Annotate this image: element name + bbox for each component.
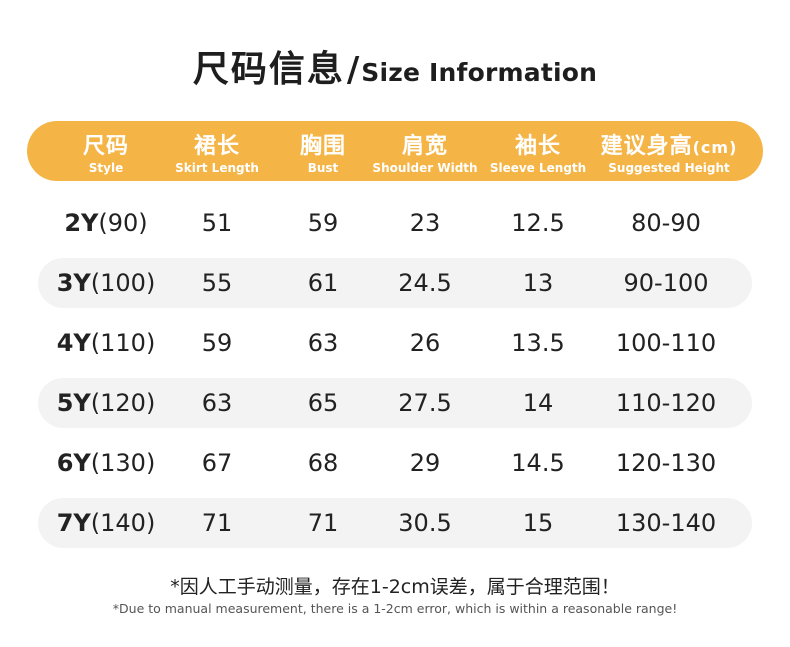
header-suggested-height-label: 建议身高 — [600, 134, 693, 159]
cell-size: 4Y(110) — [57, 318, 156, 368]
cell-skirt-length: 71 — [201, 509, 233, 537]
cell-sleeve-length: 13 — [522, 269, 554, 297]
size-label: 3Y — [56, 269, 91, 297]
header-style-zh: 尺码 — [82, 134, 130, 159]
cell-shoulder-width: 26 — [409, 329, 441, 357]
cell-skirt-length: 63 — [201, 389, 233, 417]
size-cm: (140) — [90, 509, 156, 537]
header-bust: 胸围 Bust — [300, 121, 346, 181]
title-chinese: 尺码信息 — [192, 49, 345, 90]
cell-suggested-height: 80-90 — [631, 209, 701, 237]
header-suggested-height: 建议身高(cm) Suggested Height — [601, 121, 738, 181]
table-header: 尺码 Style 裙长 Skirt Length 胸围 Bust 肩宽 Shou… — [27, 121, 763, 181]
cell-sleeve-length: 14.5 — [511, 449, 565, 477]
table-row: 4Y(110) 59 63 26 13.5 100-110 — [38, 318, 752, 368]
size-cm: (100) — [90, 269, 156, 297]
cell-bust: 65 — [307, 389, 339, 417]
cell-sleeve-length: 12.5 — [511, 209, 565, 237]
table-row: 5Y(120) 63 65 27.5 14 110-120 — [38, 378, 752, 428]
title-english: Size Information — [361, 58, 598, 87]
header-sleeve-length-zh: 袖长 — [514, 134, 561, 159]
table-row: 6Y(130) 67 68 29 14.5 120-130 — [38, 438, 752, 488]
cell-sleeve-length: 14 — [522, 389, 554, 417]
page-title: 尺码信息/Size Information — [0, 40, 790, 92]
cell-size: 2Y(90) — [64, 198, 147, 248]
size-label: 7Y — [56, 509, 91, 537]
size-cm: (90) — [98, 209, 148, 237]
header-suggested-height-zh: 建议身高(cm) — [601, 128, 738, 160]
cell-shoulder-width: 23 — [409, 209, 441, 237]
cell-skirt-length: 67 — [201, 449, 233, 477]
header-skirt-length: 裙长 Skirt Length — [175, 121, 259, 181]
table-row: 3Y(100) 55 61 24.5 13 90-100 — [38, 258, 752, 308]
size-cm: (130) — [90, 449, 156, 477]
header-style: 尺码 Style — [83, 121, 129, 181]
title-slash: / — [346, 50, 360, 90]
header-style-en: Style — [88, 161, 124, 175]
header-skirt-length-en: Skirt Length — [175, 161, 259, 175]
header-suggested-height-unit: (cm) — [692, 138, 738, 157]
cell-suggested-height: 120-130 — [615, 449, 717, 477]
cell-suggested-height: 100-110 — [615, 329, 717, 357]
cell-shoulder-width: 29 — [409, 449, 441, 477]
size-label: 6Y — [56, 449, 91, 477]
header-shoulder-width: 肩宽 Shoulder Width — [372, 121, 477, 181]
measurement-note-zh: *因人工手动测量，存在1-2cm误差，属于合理范围！ — [170, 576, 620, 598]
size-label: 5Y — [56, 389, 91, 417]
cell-skirt-length: 51 — [201, 209, 233, 237]
cell-suggested-height: 90-100 — [623, 269, 709, 297]
size-cm: (120) — [90, 389, 156, 417]
size-label: 4Y — [56, 329, 91, 357]
header-bust-en: Bust — [307, 161, 339, 175]
header-shoulder-width-en: Shoulder Width — [372, 161, 478, 175]
header-sleeve-length: 袖长 Sleeve Length — [490, 121, 586, 181]
header-bust-zh: 胸围 — [299, 134, 347, 159]
measurement-note-en: *Due to manual measurement, there is a 1… — [112, 601, 678, 616]
cell-sleeve-length: 13.5 — [511, 329, 565, 357]
cell-bust: 59 — [307, 209, 339, 237]
cell-skirt-length: 55 — [201, 269, 233, 297]
size-label: 2Y — [64, 209, 99, 237]
cell-bust: 71 — [307, 509, 339, 537]
cell-suggested-height: 130-140 — [615, 509, 717, 537]
cell-bust: 61 — [307, 269, 339, 297]
cell-bust: 63 — [307, 329, 339, 357]
cell-shoulder-width: 30.5 — [398, 509, 452, 537]
table-row: 2Y(90) 51 59 23 12.5 80-90 — [38, 198, 752, 248]
cell-skirt-length: 59 — [201, 329, 233, 357]
header-skirt-length-zh: 裙长 — [193, 134, 241, 159]
size-cm: (110) — [90, 329, 156, 357]
cell-size: 7Y(140) — [57, 498, 156, 548]
cell-sleeve-length: 15 — [522, 509, 554, 537]
cell-shoulder-width: 27.5 — [398, 389, 452, 417]
cell-suggested-height: 110-120 — [615, 389, 717, 417]
header-sleeve-length-en: Sleeve Length — [489, 161, 587, 175]
cell-bust: 68 — [307, 449, 339, 477]
cell-size: 5Y(120) — [57, 378, 156, 428]
cell-size: 3Y(100) — [57, 258, 156, 308]
cell-shoulder-width: 24.5 — [398, 269, 452, 297]
header-shoulder-width-zh: 肩宽 — [401, 134, 449, 159]
cell-size: 6Y(130) — [57, 438, 156, 488]
header-suggested-height-en: Suggested Height — [608, 161, 730, 175]
table-row: 7Y(140) 71 71 30.5 15 130-140 — [38, 498, 752, 548]
